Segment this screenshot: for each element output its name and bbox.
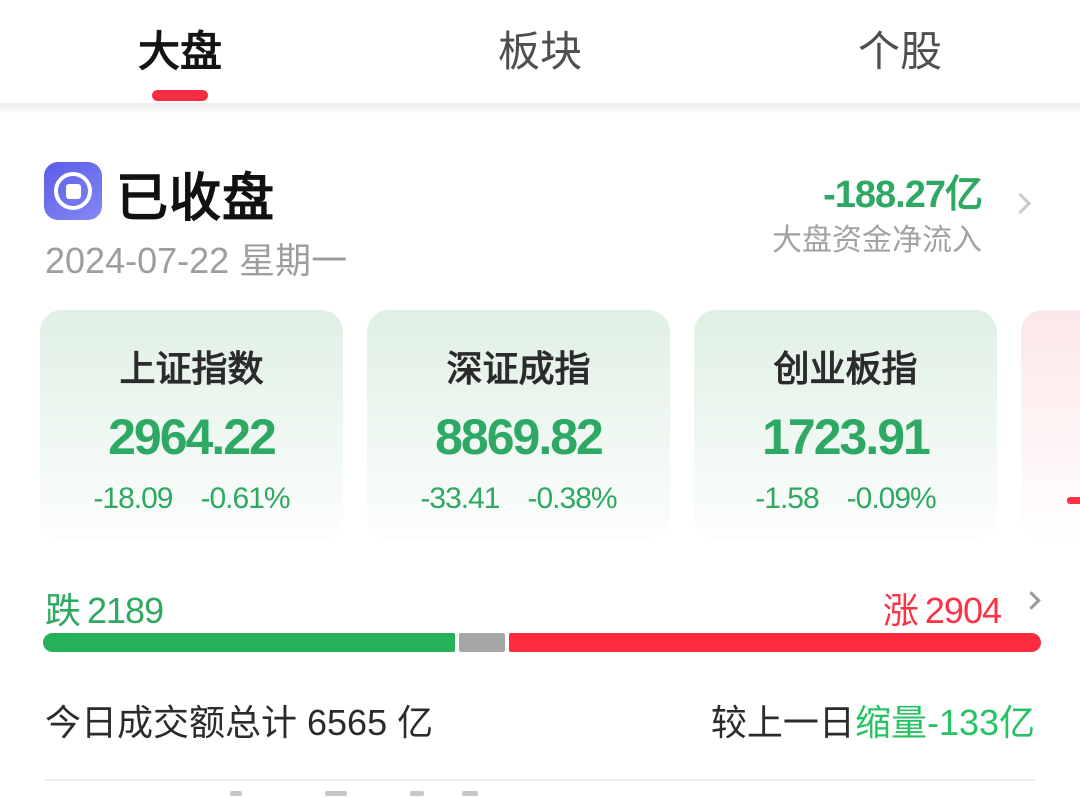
index-change: -18.09 (93, 482, 173, 515)
stop-record-icon (44, 162, 102, 220)
turnover-compare: 较上一日缩量-133亿 (711, 694, 1035, 746)
cutoff-text-fragment (462, 791, 478, 796)
cutoff-text-fragment (410, 791, 424, 796)
index-card-chinext[interactable]: 创业板指 1723.91 -1.58 -0.09% (694, 310, 997, 540)
tab-sectors[interactable]: 板块 (360, 0, 720, 103)
cutoff-text-fragment (230, 791, 242, 796)
stop-record-icon-square (65, 183, 81, 199)
index-value: 2964.22 (108, 409, 277, 465)
active-tab-indicator (152, 90, 208, 101)
advancers-number: 2904 (924, 590, 1002, 631)
decliners-label: 跌 (45, 590, 82, 631)
net-inflow-value: -188.27亿 (823, 174, 983, 216)
index-change-pct: -0.09% (846, 482, 937, 515)
stop-record-icon-ring (54, 172, 92, 210)
flat-bar-segment (459, 633, 506, 652)
turnover-shrink-value: 缩量-133亿 (854, 702, 1035, 743)
tab-sectors-label: 板块 (497, 28, 582, 75)
index-name: 创业板指 (773, 348, 918, 389)
index-change-pct: -0.38% (527, 482, 618, 515)
turnover-total: 今日成交额总计 6565 亿 (45, 702, 434, 743)
decline-bar-segment (43, 633, 456, 652)
advancers-count: 涨 2904 (882, 582, 1002, 634)
index-value: 8869.82 (435, 409, 604, 465)
chevron-right-icon[interactable] (1022, 591, 1041, 610)
net-inflow-label: 大盘资金净流入 (772, 224, 982, 257)
partial-change-fragment (1067, 497, 1080, 504)
index-name: 深证成指 (446, 348, 591, 389)
advancers-label: 涨 (882, 590, 919, 631)
tabbar-divider (0, 103, 1080, 113)
index-change-row: -33.41 -0.38% (420, 482, 618, 516)
advance-decline-bar (43, 633, 1041, 652)
index-value: 1723.91 (762, 409, 931, 465)
tab-stocks-label: 个股 (857, 28, 942, 75)
section-divider (45, 779, 1035, 781)
index-card-shenzhen[interactable]: 深证成指 8869.82 -33.41 -0.38% (367, 310, 670, 540)
index-change: -33.41 (420, 482, 500, 515)
cutoff-text-fragment (325, 791, 347, 796)
index-change: -1.58 (755, 482, 819, 515)
index-card-partial[interactable] (1021, 310, 1080, 540)
index-card-shanghai[interactable]: 上证指数 2964.22 -18.09 -0.61% (40, 310, 343, 540)
advance-bar-segment (509, 633, 1041, 652)
chevron-right-icon[interactable] (1009, 192, 1032, 215)
decliners-count: 跌 2189 (45, 582, 164, 634)
market-status-title: 已收盘 (116, 170, 276, 228)
index-change-row: -18.09 -0.61% (93, 482, 291, 516)
tab-market[interactable]: 大盘 (0, 0, 360, 103)
tab-stocks[interactable]: 个股 (720, 0, 1080, 103)
tab-market-label: 大盘 (137, 28, 222, 75)
index-change-pct: -0.61% (200, 482, 291, 515)
index-name: 上证指数 (119, 348, 264, 389)
top-tab-bar: 大盘 板块 个股 (0, 0, 1080, 103)
turnover-compare-prefix: 较上一日 (710, 702, 855, 743)
market-date: 2024-07-22 星期一 (45, 240, 348, 281)
index-change-row: -1.58 -0.09% (755, 482, 937, 516)
decliners-number: 2189 (87, 590, 164, 631)
index-cards-row: 上证指数 2964.22 -18.09 -0.61% 深证成指 8869.82 … (40, 310, 1080, 540)
